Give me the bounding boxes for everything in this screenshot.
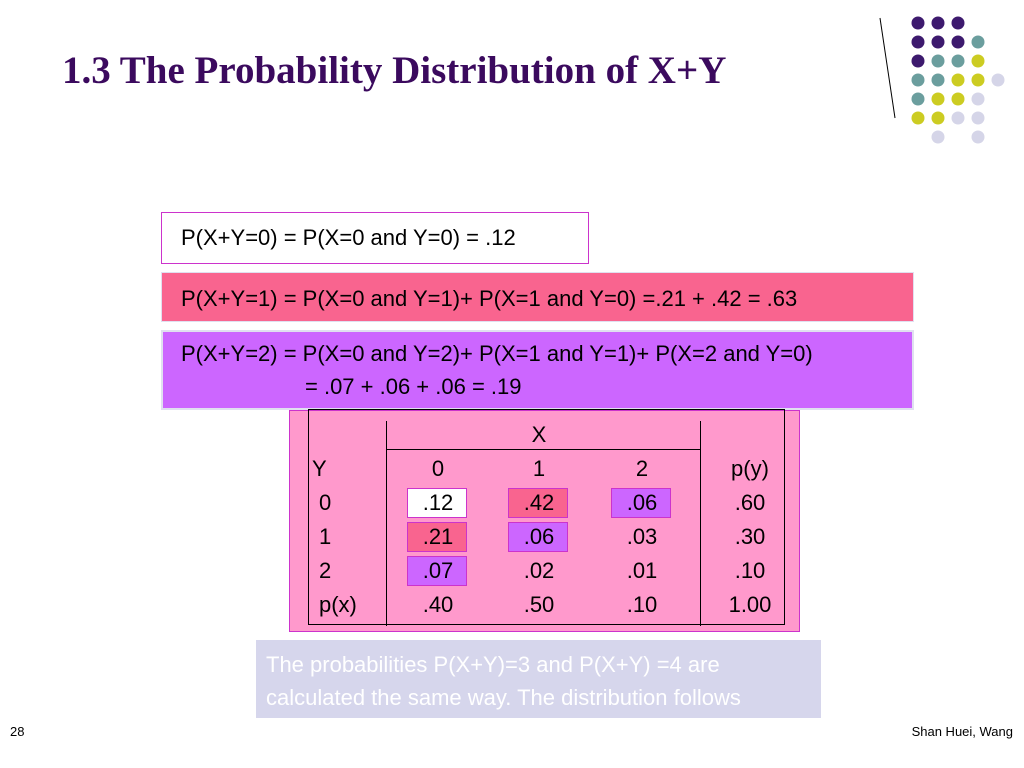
table-cell: .42: [523, 490, 555, 515]
dot: [911, 54, 925, 68]
table-rule: [386, 421, 387, 626]
table-cell: .02: [523, 558, 555, 583]
table-rule: [386, 449, 700, 450]
column-header: 0: [431, 456, 445, 481]
dot: [971, 130, 985, 144]
table-rule: [700, 421, 701, 626]
column-header: 1: [532, 456, 546, 481]
dot: [951, 92, 965, 106]
cell-highlight: [407, 522, 467, 552]
equation: P(X+Y=0) = P(X=0 and Y=0) = .12: [181, 225, 516, 250]
note: The probabilities P(X+Y)=3 and P(X+Y) =4…: [256, 640, 821, 718]
dot: [951, 54, 965, 68]
decoration: [879, 16, 1005, 144]
equation: P(X+Y=1) = P(X=0 and Y=1)+ P(X=1 and Y=0…: [181, 286, 798, 311]
equation-box: P(X+Y=1) = P(X=0 and Y=1)+ P(X=1 and Y=0…: [161, 272, 914, 322]
dot: [911, 35, 925, 49]
row-label: 1: [319, 524, 332, 549]
dot: [951, 35, 965, 49]
dot: [931, 111, 945, 125]
table-cell: .40: [422, 592, 454, 617]
table-cell: .30: [734, 524, 766, 549]
dot: [931, 130, 945, 144]
table-cell: .07: [422, 558, 454, 583]
table-frame: [308, 409, 785, 625]
table-cell: .12: [422, 490, 454, 515]
table-cell: .50: [523, 592, 555, 617]
table-cell: .10: [734, 558, 766, 583]
column-header: 2: [635, 456, 649, 481]
row-label: p(x): [319, 592, 357, 617]
row-label: 2: [319, 558, 332, 583]
dot: [971, 73, 985, 87]
equation: = .07 + .06 + .06 = .19: [305, 374, 522, 399]
dot: [971, 92, 985, 106]
row-label: 0: [319, 490, 332, 515]
column-header: Y: [312, 456, 327, 481]
dot: [951, 73, 965, 87]
author: Shan Huei, Wang: [911, 724, 1013, 739]
dot: [951, 111, 965, 125]
dot: [911, 92, 925, 106]
dot: [931, 35, 945, 49]
cell-highlight: [407, 556, 467, 586]
dot: [931, 16, 945, 30]
distribution-table: X Y 0 1 2 p(y) 0 .12 .42 .06 .60 1 .21 .06 .03 .30 2 .07.…: [289, 409, 800, 632]
table-cell: .06: [626, 490, 658, 515]
dot: [971, 111, 985, 125]
dot: [931, 73, 945, 87]
dot: [931, 54, 945, 68]
table-cell: .06: [523, 524, 555, 549]
slide-title: 1.3 The Probability Distribution of X+Y: [62, 49, 727, 92]
cell-highlight: [508, 522, 568, 552]
table-cell: .03: [626, 524, 658, 549]
dot: [911, 16, 925, 30]
equation-box: P(X+Y=2) = P(X=0 and Y=2)+ P(X=1 and Y=1…: [161, 330, 914, 410]
table-cell: 1.00: [728, 592, 772, 617]
equation-box: P(X+Y=0) = P(X=0 and Y=0) = .12: [161, 212, 589, 264]
dot: [931, 92, 945, 106]
page-number: 28: [10, 724, 25, 739]
dot: [911, 73, 925, 87]
column-header: p(y): [731, 456, 769, 481]
x-label: X: [531, 422, 547, 447]
cell-highlight: [407, 488, 467, 518]
dot: [911, 111, 925, 125]
cell-highlight: [611, 488, 671, 518]
cell-highlight: [508, 488, 568, 518]
dot: [971, 54, 985, 68]
dot: [991, 73, 1005, 87]
dot: [971, 35, 985, 49]
table-cell: .10: [626, 592, 658, 617]
equation: P(X+Y=2) = P(X=0 and Y=2)+ P(X=1 and Y=1…: [181, 341, 813, 366]
table-cell: .60: [734, 490, 766, 515]
table-cell: .21: [422, 524, 454, 549]
table-cell: .01: [626, 558, 658, 583]
dot: [951, 16, 965, 30]
